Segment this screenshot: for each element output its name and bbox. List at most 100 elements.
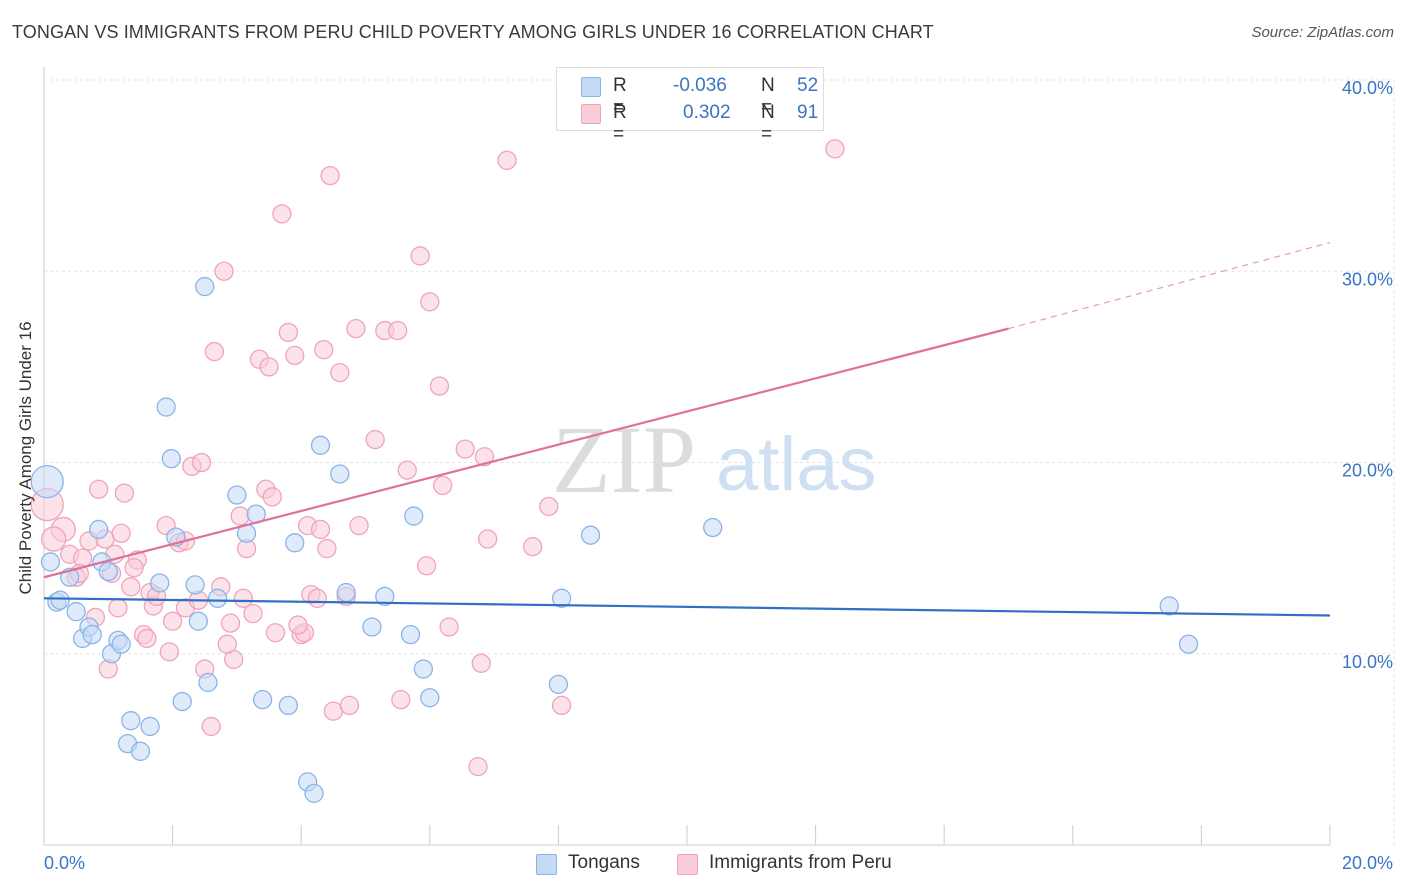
legend-n-value: 52 (797, 75, 819, 96)
tongans-point (580, 525, 601, 545)
peru-point (523, 537, 543, 557)
tongans-point (375, 586, 395, 607)
y-tick-label: 20.0% (1342, 461, 1393, 481)
peru-trend-extension (1008, 241, 1331, 330)
legend-label-peru: Immigrants from Peru (709, 852, 892, 873)
tongans-point (111, 634, 131, 654)
peru-point (455, 439, 475, 459)
peru-point (320, 165, 340, 186)
peru-point (365, 429, 385, 450)
peru-point (317, 538, 337, 559)
tongans-point (207, 588, 228, 608)
tongans-point (1159, 596, 1179, 616)
peru-point (397, 460, 417, 480)
peru-point (214, 261, 234, 281)
legend-label-tongans: Tongans (568, 852, 640, 873)
peru-point (497, 150, 517, 170)
tongans-point (89, 519, 109, 540)
peru-point (310, 519, 331, 540)
tongans-point (98, 561, 118, 582)
x-tick-label: 0.0% (44, 853, 85, 873)
peru-point (349, 515, 369, 536)
peru-point (259, 357, 279, 377)
tongans-point (310, 435, 331, 455)
peru-point (159, 642, 180, 662)
peru-point (108, 598, 128, 618)
tongans-point (198, 672, 218, 693)
tongans-point (304, 783, 324, 804)
peru-point (339, 695, 360, 716)
tongans-point (404, 506, 424, 526)
peru-point (262, 487, 282, 507)
y-axis-label: Child Poverty Among Girls Under 16 (16, 321, 35, 595)
tongans-point (188, 611, 208, 631)
peru-point (111, 523, 131, 543)
peru-point (314, 340, 334, 360)
peru-point (474, 447, 495, 467)
tongans-point (150, 573, 170, 593)
tongans-point (66, 602, 86, 622)
peru-point (201, 716, 221, 737)
series-tongans-points (30, 276, 1199, 804)
tongans-point (336, 582, 356, 603)
series-peru-points (30, 139, 845, 777)
tongans-point (330, 464, 350, 484)
tongans-point (252, 690, 273, 710)
tongans-point (1178, 634, 1199, 654)
watermark-zip: ZIP (552, 406, 696, 513)
legend-n-label: N = (761, 102, 775, 145)
peru-point (265, 623, 286, 643)
peru-trend-line (43, 327, 1009, 579)
tongans-point (30, 464, 64, 499)
peru-point (420, 292, 440, 312)
tick-labels: 10.0% 20.0% 30.0% 40.0% 0.0% 20.0% (44, 78, 1393, 873)
legend-r-value: 0.302 (683, 102, 731, 123)
tongans-point (121, 711, 141, 731)
watermark-atlas: atlas (716, 422, 877, 507)
peru-point (307, 588, 327, 608)
peru-point (330, 362, 350, 383)
peru-point (285, 345, 305, 366)
tongans-point (285, 533, 305, 553)
legend-r-label: R = (613, 75, 627, 118)
peru-point (478, 529, 498, 549)
stats-legend: R = -0.036 N = 52 R = 0.302 N = 91 (556, 67, 824, 145)
tongans-trend-line (43, 597, 1331, 617)
legend-r-label: R = (613, 102, 627, 145)
peru-point (288, 615, 308, 635)
peru-point (114, 483, 135, 503)
tongans-point (156, 397, 176, 417)
peru-point (233, 588, 253, 608)
peru-point (391, 690, 411, 710)
legend-swatch-peru (581, 104, 601, 124)
peru-point (243, 603, 263, 624)
legend-n-value: 91 (797, 102, 819, 123)
peru-point (40, 526, 67, 552)
peru-point (204, 341, 225, 362)
peru-point (191, 452, 212, 473)
tongans-point (140, 716, 160, 737)
legend-n-label: N = (761, 75, 775, 118)
legend-swatch-tongans (536, 854, 557, 875)
peru-point (439, 617, 459, 637)
tongans-point (548, 674, 569, 694)
legend-swatch-peru (677, 854, 698, 875)
peru-point (220, 613, 241, 633)
tongans-point (420, 688, 440, 708)
peru-point (278, 322, 298, 343)
y-tick-label: 10.0% (1342, 652, 1393, 672)
peru-point (416, 556, 437, 576)
tongans-point (278, 695, 298, 716)
peru-point (346, 318, 366, 339)
peru-point (433, 475, 453, 496)
peru-point (429, 376, 450, 396)
peru-point (217, 634, 237, 654)
tongans-point (161, 449, 181, 469)
peru-point (272, 204, 292, 224)
legend-swatch-tongans (581, 77, 601, 97)
tongans-point (227, 485, 247, 505)
tongans-point (172, 691, 192, 712)
peru-point (825, 139, 845, 159)
peru-point (387, 320, 408, 341)
